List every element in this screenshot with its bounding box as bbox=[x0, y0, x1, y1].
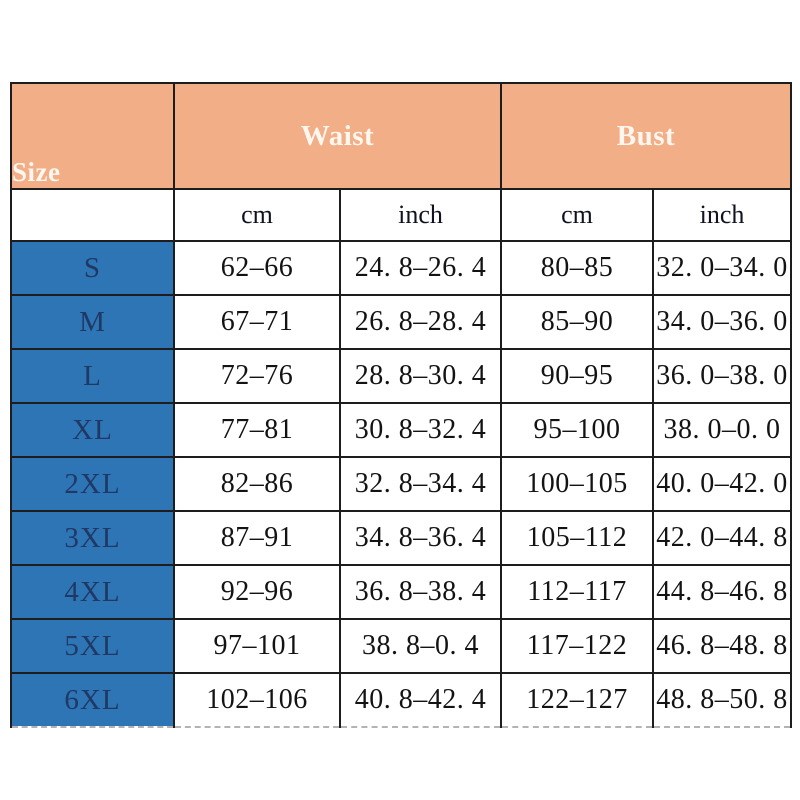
waist-cm-cell: 87–91 bbox=[173, 510, 341, 566]
bust-inch-cell: 32. 0–34. 0 bbox=[652, 240, 792, 296]
bust-inch-unit-cell: inch bbox=[652, 188, 792, 242]
table-row: 6XL 102–106 40. 8–42. 4 122–127 48. 8–50… bbox=[10, 672, 792, 728]
bust-cm-cell: 105–112 bbox=[500, 510, 654, 566]
bust-cm-cell: 85–90 bbox=[500, 294, 654, 350]
size-cell: 3XL bbox=[10, 510, 175, 566]
bust-inch-cell: 48. 8–50. 8 bbox=[652, 672, 792, 728]
waist-inch-unit-cell: inch bbox=[339, 188, 502, 242]
bust-cm-cell: 117–122 bbox=[500, 618, 654, 674]
table-row: 5XL 97–101 38. 8–0. 4 117–122 46. 8–48. … bbox=[10, 618, 792, 674]
bust-cm-cell: 95–100 bbox=[500, 402, 654, 458]
waist-cm-cell: 102–106 bbox=[173, 672, 341, 728]
waist-cm-cell: 92–96 bbox=[173, 564, 341, 620]
table-row: L 72–76 28. 8–30. 4 90–95 36. 0–38. 0 bbox=[10, 348, 792, 404]
waist-inch-cell: 36. 8–38. 4 bbox=[339, 564, 502, 620]
size-cell: 6XL bbox=[10, 672, 175, 728]
waist-inch-cell: 24. 8–26. 4 bbox=[339, 240, 502, 296]
size-cell: 5XL bbox=[10, 618, 175, 674]
table-row: 3XL 87–91 34. 8–36. 4 105–112 42. 0–44. … bbox=[10, 510, 792, 566]
waist-inch-cell: 28. 8–30. 4 bbox=[339, 348, 502, 404]
bust-inch-cell: 44. 8–46. 8 bbox=[652, 564, 792, 620]
size-cell: S bbox=[10, 240, 175, 296]
waist-inch-cell: 32. 8–34. 4 bbox=[339, 456, 502, 512]
size-cell: L bbox=[10, 348, 175, 404]
bust-cm-cell: 90–95 bbox=[500, 348, 654, 404]
size-cell: M bbox=[10, 294, 175, 350]
size-header-cell: Size bbox=[10, 82, 175, 190]
waist-header-cell: Waist bbox=[173, 82, 502, 190]
bust-inch-cell: 34. 0–36. 0 bbox=[652, 294, 792, 350]
waist-cm-unit-cell: cm bbox=[173, 188, 341, 242]
waist-inch-cell: 34. 8–36. 4 bbox=[339, 510, 502, 566]
waist-cm-cell: 62–66 bbox=[173, 240, 341, 296]
table-row: 2XL 82–86 32. 8–34. 4 100–105 40. 0–42. … bbox=[10, 456, 792, 512]
group-header-row: Size Waist Bust bbox=[10, 82, 792, 190]
waist-inch-cell: 40. 8–42. 4 bbox=[339, 672, 502, 728]
waist-inch-cell: 30. 8–32. 4 bbox=[339, 402, 502, 458]
bust-inch-cell: 42. 0–44. 8 bbox=[652, 510, 792, 566]
waist-cm-cell: 97–101 bbox=[173, 618, 341, 674]
bust-inch-cell: 38. 0–0. 0 bbox=[652, 402, 792, 458]
waist-cm-cell: 82–86 bbox=[173, 456, 341, 512]
bust-cm-cell: 80–85 bbox=[500, 240, 654, 296]
waist-inch-cell: 38. 8–0. 4 bbox=[339, 618, 502, 674]
waist-inch-cell: 26. 8–28. 4 bbox=[339, 294, 502, 350]
empty-corner-cell bbox=[10, 188, 175, 242]
bust-inch-cell: 36. 0–38. 0 bbox=[652, 348, 792, 404]
bust-cm-cell: 112–117 bbox=[500, 564, 654, 620]
table-row: S 62–66 24. 8–26. 4 80–85 32. 0–34. 0 bbox=[10, 240, 792, 296]
table-row: 4XL 92–96 36. 8–38. 4 112–117 44. 8–46. … bbox=[10, 564, 792, 620]
bust-cm-cell: 100–105 bbox=[500, 456, 654, 512]
table-row: XL 77–81 30. 8–32. 4 95–100 38. 0–0. 0 bbox=[10, 402, 792, 458]
table-row: M 67–71 26. 8–28. 4 85–90 34. 0–36. 0 bbox=[10, 294, 792, 350]
size-cell: XL bbox=[10, 402, 175, 458]
size-cell: 2XL bbox=[10, 456, 175, 512]
bust-cm-cell: 122–127 bbox=[500, 672, 654, 728]
size-chart-table: Size Waist Bust cm inch cm inch S 62–66 … bbox=[10, 82, 792, 728]
unit-header-row: cm inch cm inch bbox=[10, 188, 792, 242]
bust-inch-cell: 40. 0–42. 0 bbox=[652, 456, 792, 512]
waist-cm-cell: 77–81 bbox=[173, 402, 341, 458]
waist-cm-cell: 67–71 bbox=[173, 294, 341, 350]
size-cell: 4XL bbox=[10, 564, 175, 620]
bust-header-cell: Bust bbox=[500, 82, 792, 190]
bust-inch-cell: 46. 8–48. 8 bbox=[652, 618, 792, 674]
waist-cm-cell: 72–76 bbox=[173, 348, 341, 404]
bust-cm-unit-cell: cm bbox=[500, 188, 654, 242]
